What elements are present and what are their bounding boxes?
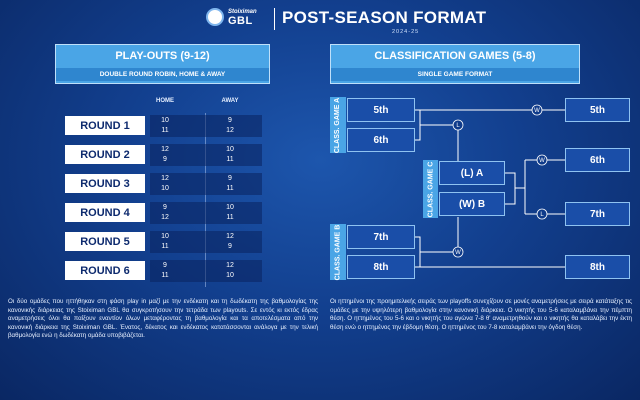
logo-mark <box>206 8 224 26</box>
row-band <box>150 144 262 166</box>
game-label: CLASS. GAME C <box>423 160 438 218</box>
away-team: 12 <box>226 262 234 269</box>
home-team: 11 <box>161 272 169 279</box>
seed-box: 6th <box>347 128 415 152</box>
round-label: ROUND 5 <box>65 232 145 251</box>
logo-brand: Stoiximan <box>228 9 257 15</box>
seed-box: 5th <box>347 98 415 122</box>
classification-subtitle: SINGLE GAME FORMAT <box>331 68 579 81</box>
home-team: 10 <box>161 117 169 124</box>
result-box: 6th <box>565 148 630 172</box>
away-team: 10 <box>226 272 234 279</box>
note-right: Οι ηττημένοι της προημιτελικής σειράς τω… <box>330 298 632 331</box>
mark-circle <box>531 104 543 116</box>
loser-mark: L <box>456 123 460 129</box>
seed-box: 7th <box>347 225 415 249</box>
mark-circle <box>536 208 548 220</box>
round-label: ROUND 3 <box>65 174 145 193</box>
away-team: 11 <box>226 214 234 221</box>
result-box: 7th <box>565 202 630 226</box>
connector <box>505 159 565 215</box>
home-team: 11 <box>161 127 169 134</box>
mark-circle <box>452 119 464 131</box>
seed-box: (W) B <box>439 192 505 216</box>
result-box: 5th <box>565 98 630 122</box>
away-team: 10 <box>226 204 234 211</box>
connector <box>415 217 565 268</box>
divider <box>274 8 275 30</box>
away-team: 9 <box>228 243 232 250</box>
playouts-subtitle: DOUBLE ROUND ROBIN, HOME & AWAY <box>56 68 269 81</box>
page-title: POST-SEASON FORMAT <box>282 8 487 27</box>
connector <box>415 109 565 161</box>
note-left: Οι δύο ομάδες που ηττήθηκαν στη φάση pla… <box>8 298 318 340</box>
winner-mark: W <box>455 250 461 256</box>
row-band <box>150 202 262 224</box>
winner-mark: W <box>534 108 540 114</box>
home-team: 9 <box>163 156 167 163</box>
row-band <box>150 173 262 195</box>
home-team: 12 <box>161 214 169 221</box>
away-team: 12 <box>226 127 234 134</box>
home-team: 12 <box>161 175 169 182</box>
away-team: 10 <box>226 146 234 153</box>
seed-box: (L) A <box>439 161 505 185</box>
game-label: CLASS. GAME B <box>330 224 346 280</box>
mark-circle <box>536 154 548 166</box>
round-label: ROUND 6 <box>65 261 145 280</box>
away-team: 12 <box>226 233 234 240</box>
mark-circle <box>452 246 464 258</box>
loser-mark: L <box>540 212 544 218</box>
playouts-title-box: PLAY-OUTS (9-12) DOUBLE ROUND ROBIN, HOM… <box>55 44 270 84</box>
away-team: 9 <box>228 175 232 182</box>
round-label: ROUND 2 <box>65 145 145 164</box>
away-team: 11 <box>226 156 234 163</box>
away-team: 11 <box>226 185 234 192</box>
row-band <box>150 231 262 253</box>
column-divider <box>205 113 206 287</box>
classification-title: CLASSIFICATION GAMES (5-8) <box>374 50 536 62</box>
game-label-text: CLASS. GAME B <box>334 224 342 280</box>
home-team: 10 <box>161 185 169 192</box>
row-band <box>150 260 262 282</box>
home-team: 9 <box>163 262 167 269</box>
round-label: ROUND 1 <box>65 116 145 135</box>
home-team: 10 <box>161 233 169 240</box>
logo-league: GBL <box>228 15 253 27</box>
game-label-text: CLASS. GAME C <box>427 161 434 217</box>
home-team: 12 <box>161 146 169 153</box>
seed-box: 8th <box>347 255 415 279</box>
away-team: 9 <box>228 117 232 124</box>
round-label: ROUND 4 <box>65 203 145 222</box>
column-header: HOME <box>156 98 174 104</box>
game-label: CLASS. GAME A <box>330 97 346 153</box>
row-band <box>150 115 262 137</box>
home-team: 11 <box>161 243 169 250</box>
home-team: 9 <box>163 204 167 211</box>
result-marks: W L W W L <box>452 104 548 258</box>
winner-mark: W <box>539 158 545 164</box>
game-label-text: CLASS. GAME A <box>334 97 342 153</box>
column-header: AWAY <box>221 98 239 104</box>
playouts-title: PLAY-OUTS (9-12) <box>115 50 210 62</box>
classification-title-box: CLASSIFICATION GAMES (5-8) SINGLE GAME F… <box>330 44 580 84</box>
season: 2024-25 <box>392 29 420 35</box>
result-box: 8th <box>565 255 630 279</box>
